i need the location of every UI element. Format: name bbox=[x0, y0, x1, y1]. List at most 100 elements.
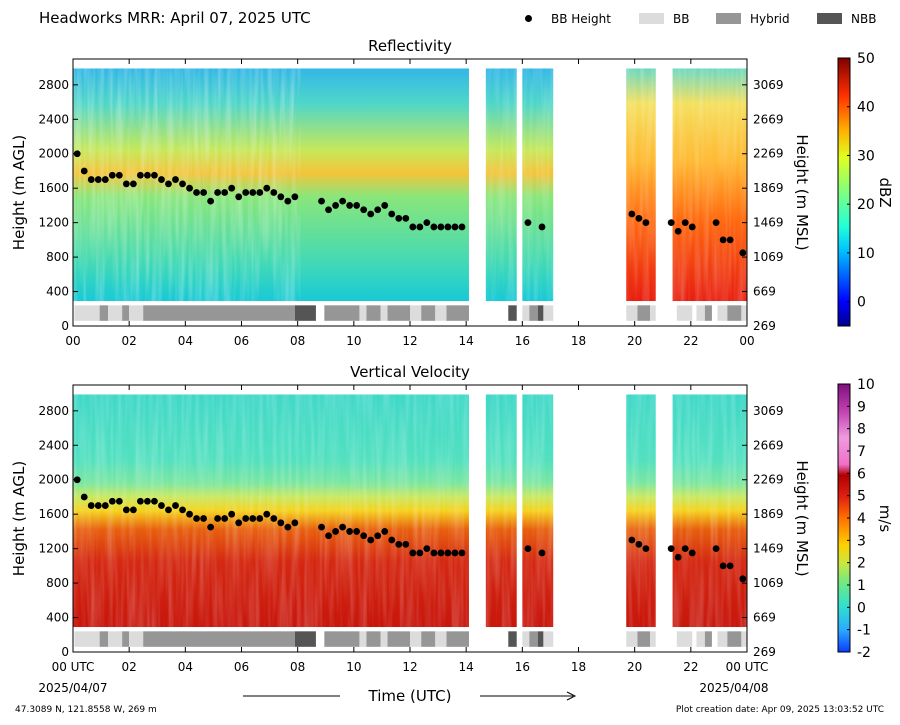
bb-class-bb bbox=[435, 631, 447, 647]
figure-title: Headworks MRR: April 07, 2025 UTC bbox=[39, 9, 311, 27]
y2-tick-label: 2669 bbox=[753, 438, 784, 452]
bb-height-point bbox=[524, 545, 532, 553]
bb-height-point bbox=[719, 562, 727, 570]
bb-height-point bbox=[172, 176, 179, 183]
y2-tick-label: 1069 bbox=[753, 576, 784, 590]
bb-height-point bbox=[80, 167, 88, 175]
bb-height-point bbox=[291, 193, 299, 201]
y-tick-label: 2000 bbox=[38, 147, 69, 161]
bb-height-point bbox=[151, 497, 158, 505]
start-date-label: 2025/04/07 bbox=[38, 681, 107, 695]
bb-class-bb bbox=[359, 305, 367, 321]
bb-height-point bbox=[193, 515, 200, 522]
bb-height-point bbox=[458, 549, 466, 557]
x-tick-label: 04 bbox=[178, 660, 193, 674]
bb-height-point bbox=[129, 506, 137, 514]
bb-class-hybrid bbox=[529, 631, 538, 647]
bb-height-point bbox=[628, 536, 636, 544]
bb-height-point bbox=[332, 202, 339, 209]
bb-class-bb bbox=[696, 631, 705, 647]
y2-tick-label: 1069 bbox=[753, 250, 784, 264]
bb-height-point bbox=[87, 502, 95, 509]
x-axis-label: Time (UTC) bbox=[368, 687, 452, 705]
y2-axis-label: Height (m MSL) bbox=[793, 134, 811, 250]
y2-tick-label: 2669 bbox=[753, 112, 784, 126]
bb-class-nbb bbox=[508, 631, 517, 647]
bb-height-point bbox=[249, 515, 257, 522]
bb-class-bb bbox=[676, 305, 693, 321]
x-tick-label: 10 bbox=[346, 660, 361, 674]
bb-class-bb bbox=[435, 305, 447, 321]
bb-height-point bbox=[451, 223, 459, 231]
x-tick-label: 00 UTC bbox=[52, 660, 95, 674]
x-tick-label: 00 bbox=[65, 334, 80, 348]
arrow-head-icon bbox=[566, 691, 577, 701]
bb-height-point bbox=[339, 197, 346, 205]
bb-height-point bbox=[122, 506, 130, 514]
x-tick-label: 08 bbox=[290, 660, 305, 674]
y-tick-label: 2800 bbox=[38, 404, 69, 418]
bb-height-point bbox=[628, 210, 636, 218]
bb-height-point bbox=[325, 206, 332, 214]
colorbar-tick-label: 1 bbox=[857, 578, 866, 594]
bb-height-point bbox=[144, 497, 151, 505]
colorbar-tick-label: 30 bbox=[857, 148, 875, 164]
colorbar-tick-label: 0 bbox=[857, 295, 866, 311]
y-tick-label: 1600 bbox=[38, 181, 69, 195]
bb-class-hybrid bbox=[446, 305, 469, 321]
bb-class-bb bbox=[696, 305, 705, 321]
bb-height-point bbox=[642, 545, 650, 553]
colorbar-tick-label: 50 bbox=[857, 51, 875, 67]
x-tick-label: 02 bbox=[122, 334, 137, 348]
bb-height-point bbox=[207, 197, 215, 205]
bb-height-point bbox=[409, 549, 417, 557]
bb-height-point bbox=[291, 519, 299, 527]
bb-height-point bbox=[642, 219, 650, 227]
y2-axis-label: Height (m MSL) bbox=[793, 460, 811, 576]
bb-height-point bbox=[332, 528, 339, 535]
bb-height-point bbox=[115, 171, 123, 179]
bb-height-point bbox=[228, 184, 236, 192]
bb-height-point bbox=[284, 197, 292, 205]
bb-height-point bbox=[235, 193, 243, 201]
heatmap-streaks bbox=[522, 394, 554, 628]
bb-height-point bbox=[242, 515, 250, 522]
bb-height-point bbox=[681, 219, 689, 227]
bb-height-point bbox=[444, 549, 452, 557]
y2-tick-label: 1869 bbox=[753, 507, 784, 521]
bb-height-point bbox=[235, 519, 243, 527]
colorbar-tick-label: 6 bbox=[857, 466, 866, 482]
bb-height-point bbox=[353, 202, 361, 209]
bb-height-point bbox=[451, 549, 459, 557]
bb-class-bb bbox=[522, 305, 530, 321]
colorbar-tick-label: 10 bbox=[857, 377, 875, 393]
bb-class-hybrid bbox=[143, 305, 295, 321]
bb-height-point bbox=[151, 171, 158, 179]
end-date-label: 2025/04/08 bbox=[699, 681, 768, 695]
x-tick-label: 14 bbox=[459, 334, 474, 348]
bb-height-point bbox=[635, 540, 643, 548]
x-tick-label: 22 bbox=[683, 334, 698, 348]
y2-tick-label: 3069 bbox=[753, 78, 784, 92]
panel-vertical-velocity: Vertical Velocity04008001200160020002400… bbox=[10, 363, 894, 674]
bb-class-bb bbox=[380, 631, 388, 647]
heatmap-streaks bbox=[672, 394, 747, 628]
bb-height-point bbox=[158, 176, 165, 183]
y-tick-label: 1600 bbox=[38, 507, 69, 521]
legend-swatch-hybrid bbox=[716, 13, 741, 24]
y2-tick-label: 1869 bbox=[753, 181, 784, 195]
y-tick-label: 400 bbox=[46, 611, 69, 625]
bb-height-point bbox=[339, 523, 346, 531]
bb-height-point bbox=[688, 223, 696, 231]
y-tick-label: 0 bbox=[61, 645, 69, 659]
bb-height-point bbox=[667, 219, 675, 227]
y2-tick-label: 1469 bbox=[753, 216, 784, 230]
bb-class-hybrid bbox=[366, 305, 381, 321]
heatmap-streaks bbox=[522, 68, 554, 302]
colorbar-tick-label: 10 bbox=[857, 246, 875, 262]
y2-tick-label: 2269 bbox=[753, 147, 784, 161]
bb-height-point bbox=[94, 176, 102, 183]
bb-height-point bbox=[228, 510, 236, 518]
bb-class-bb bbox=[676, 631, 693, 647]
x-tick-label: 16 bbox=[515, 660, 530, 674]
